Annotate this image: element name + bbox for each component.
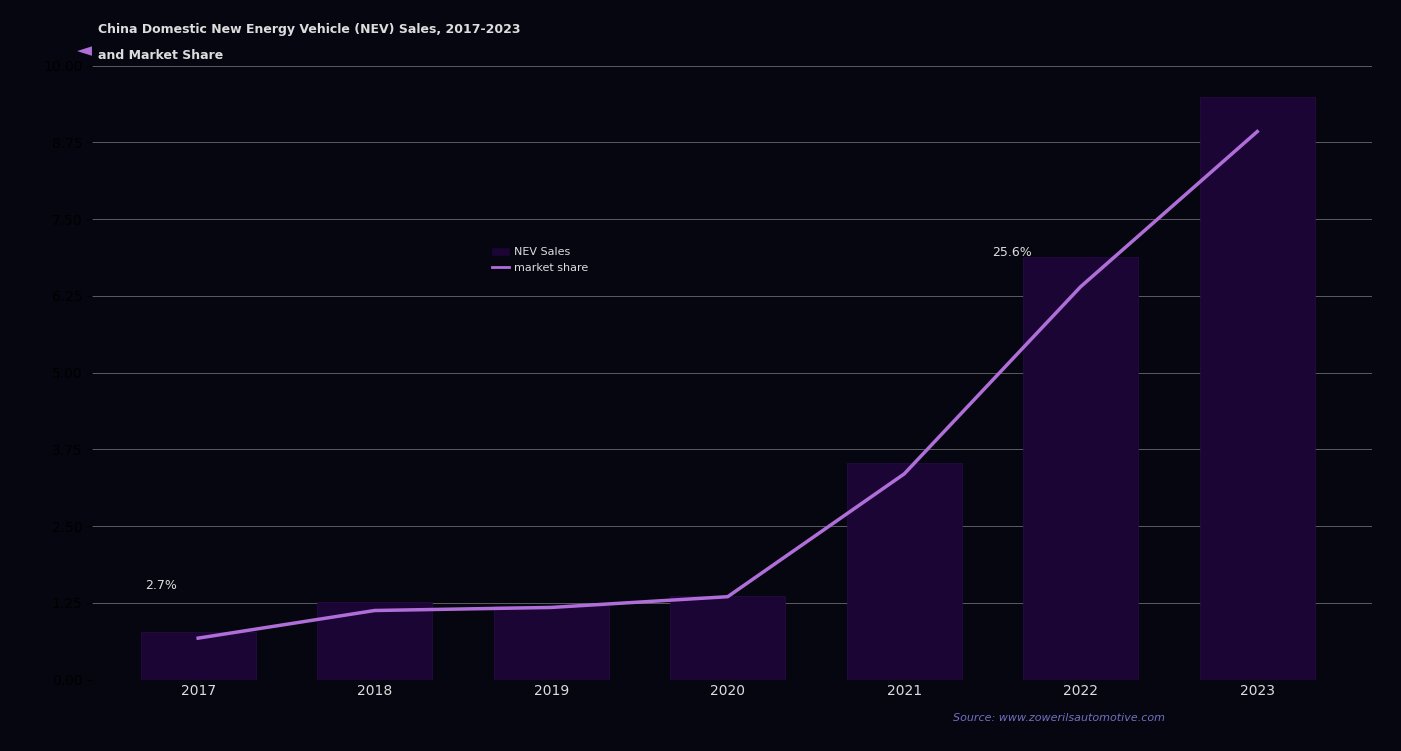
- Text: and Market Share: and Market Share: [98, 49, 223, 62]
- Bar: [493, 605, 608, 680]
- Text: Source: www.zowerilsautomotive.com: Source: www.zowerilsautomotive.com: [953, 713, 1164, 723]
- Text: 25.6%: 25.6%: [992, 246, 1033, 259]
- Text: China Domestic New Energy Vehicle (NEV) Sales, 2017-2023: China Domestic New Energy Vehicle (NEV) …: [98, 23, 521, 35]
- Bar: [1023, 257, 1138, 680]
- Bar: [140, 632, 255, 680]
- Bar: [846, 463, 961, 680]
- Bar: [670, 596, 785, 680]
- Legend: NEV Sales, market share: NEV Sales, market share: [488, 243, 593, 277]
- Text: 2.7%: 2.7%: [146, 579, 177, 592]
- Bar: [317, 602, 432, 680]
- Text: ◄: ◄: [77, 41, 92, 60]
- Bar: [1199, 97, 1314, 680]
